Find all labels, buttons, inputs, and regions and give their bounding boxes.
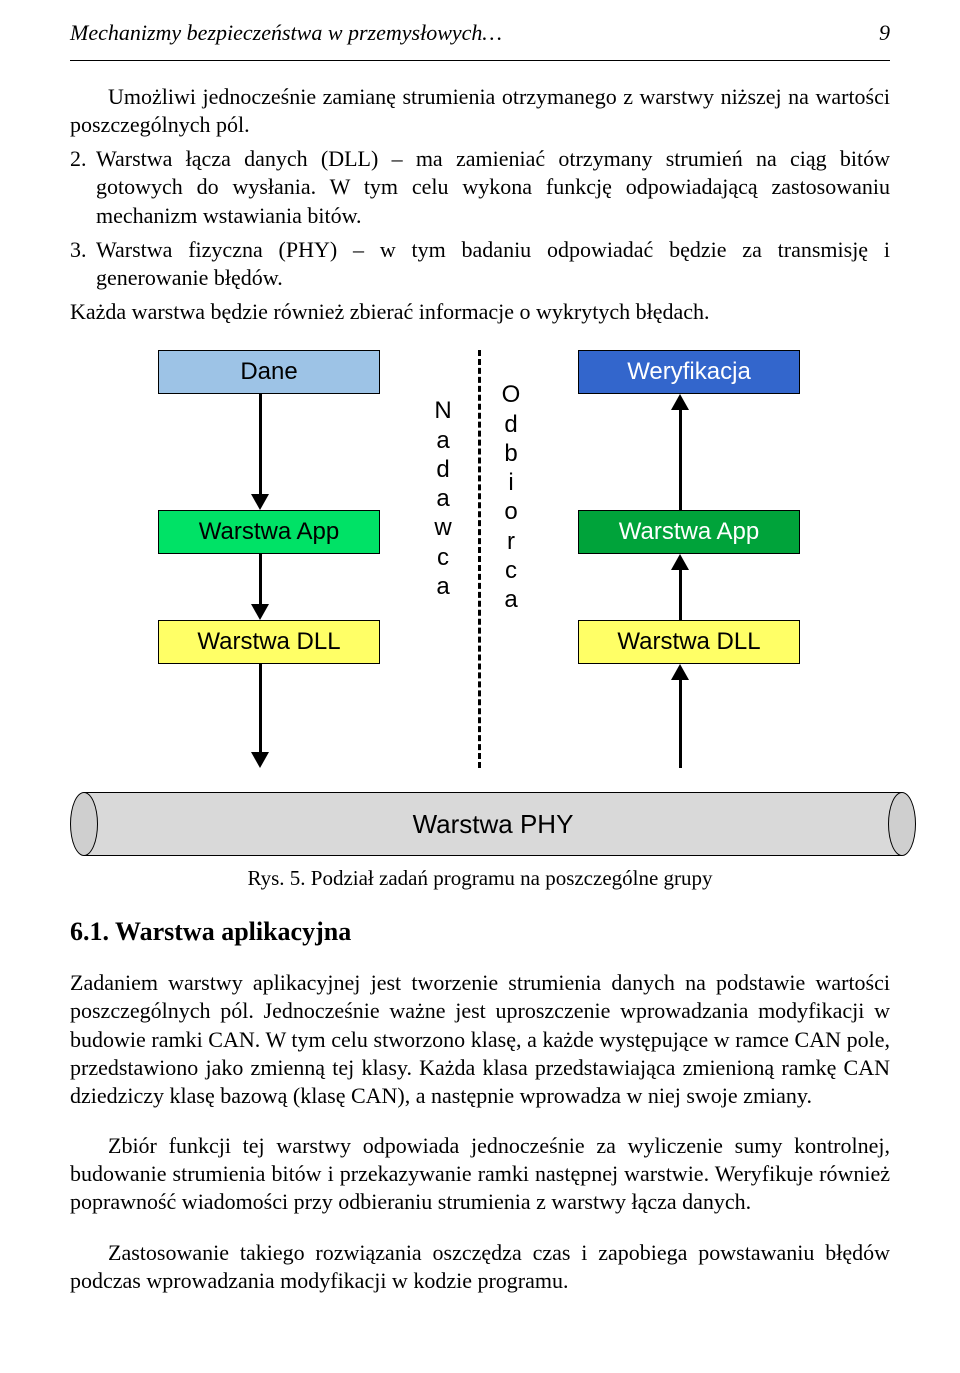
box-label: Warstwa App — [619, 518, 760, 546]
list-text: Warstwa fizyczna (PHY) – w tym badaniu o… — [96, 236, 890, 292]
box-label: Dane — [240, 358, 297, 386]
box-warstwa-app-right: Warstwa App — [578, 510, 800, 554]
figure-caption: Rys. 5. Podział zadań programu na poszcz… — [70, 866, 890, 891]
page-number: 9 — [879, 20, 890, 46]
list-text: Warstwa łącza danych (DLL) – ma zamienia… — [96, 145, 890, 229]
cylinder-label: Warstwa PHY — [70, 792, 916, 856]
phy-cylinder: Warstwa PHY — [70, 792, 916, 856]
divider-dashed — [478, 350, 481, 768]
box-label: Warstwa DLL — [617, 628, 760, 656]
intro-paragraph: Umożliwi jednocześnie zamianę strumienia… — [70, 83, 890, 139]
body-paragraph: Zastosowanie takiego rozwiązania oszczęd… — [70, 1239, 890, 1295]
nadawca-label: Nadawca — [430, 396, 456, 601]
box-label: Weryfikacja — [627, 358, 751, 386]
box-warstwa-app-left: Warstwa App — [158, 510, 380, 554]
odbiorca-label: Odbiorca — [498, 380, 524, 614]
running-title: Mechanizmy bezpieczeństwa w przemysłowyc… — [70, 20, 502, 46]
layer-diagram: Nadawca Odbiorca Dane Warstwa App Warstw… — [100, 350, 860, 768]
after-list-paragraph: Każda warstwa będzie również zbierać inf… — [70, 298, 890, 326]
box-label: Warstwa DLL — [197, 628, 340, 656]
box-label: Warstwa App — [199, 518, 340, 546]
list-item: 3. Warstwa fizyczna (PHY) – w tym badani… — [70, 236, 890, 292]
body-paragraph: Zbiór funkcji tej warstwy odpowiada jedn… — [70, 1132, 890, 1216]
box-warstwa-dll-right: Warstwa DLL — [578, 620, 800, 664]
header-rule — [70, 60, 890, 61]
section-heading: 6.1. Warstwa aplikacyjna — [70, 917, 890, 947]
list-item: 2. Warstwa łącza danych (DLL) – ma zamie… — [70, 145, 890, 229]
list-number: 2. — [70, 145, 96, 229]
box-dane: Dane — [158, 350, 380, 394]
box-warstwa-dll-left: Warstwa DLL — [158, 620, 380, 664]
list-number: 3. — [70, 236, 96, 292]
body-paragraph: Zadaniem warstwy aplikacyjnej jest tworz… — [70, 969, 890, 1110]
box-weryfikacja: Weryfikacja — [578, 350, 800, 394]
